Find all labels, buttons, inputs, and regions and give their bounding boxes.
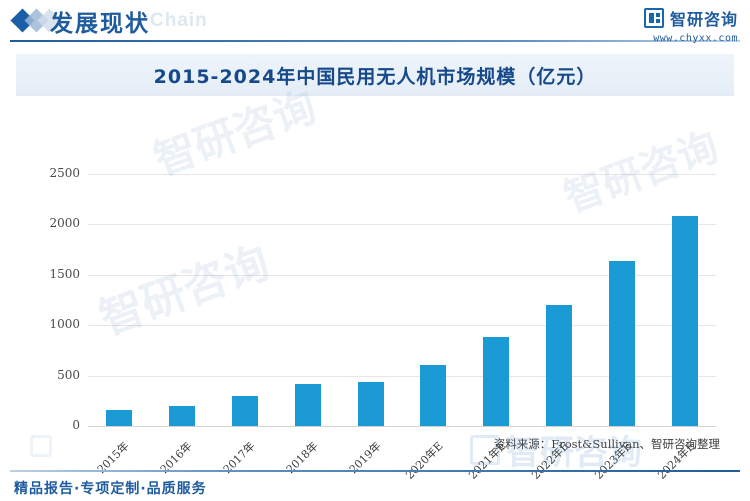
y-axis-tick-label: 0: [72, 418, 80, 432]
y-axis-tick-label: 500: [57, 367, 80, 382]
gridline: [88, 426, 716, 427]
brand-block: 智研咨询 www.chyxx.com: [643, 6, 738, 44]
gridline: [88, 174, 716, 175]
bar[interactable]: [608, 260, 635, 426]
chart-title: 2015-2024年中国民用无人机市场规模（亿元）: [153, 65, 597, 88]
gridline: [88, 274, 716, 276]
gridline: [88, 224, 716, 226]
chart-source-note: 资料来源：Frost&Sullivan、智研咨询整理: [493, 437, 720, 451]
brand-name: 智研咨询: [669, 10, 738, 29]
bar[interactable]: [546, 305, 572, 426]
x-axis-tick-label: 2020年E: [403, 439, 446, 482]
footer-divider: [10, 470, 740, 472]
bar[interactable]: [106, 409, 133, 426]
bar[interactable]: [232, 395, 258, 426]
gridline: [88, 325, 716, 327]
zhiyan-logo-icon: [643, 8, 664, 28]
footer-tagline: 精品报告·专项定制·品质服务: [14, 481, 207, 497]
bar[interactable]: [671, 216, 698, 426]
y-axis-tick-label: 1500: [49, 266, 80, 281]
gridline: [88, 375, 716, 377]
brand-url: www.chyxx.com: [653, 33, 738, 44]
y-axis-tick-label: 2000: [49, 216, 80, 231]
bar[interactable]: [357, 381, 384, 426]
chart-card: 2015-2024年中国民用无人机市场规模（亿元） 0 500 1000 1500 20…: [16, 54, 734, 482]
section-title: 发展现状: [50, 11, 150, 37]
bar[interactable]: [169, 405, 196, 426]
x-axis-tick-label: 2019年: [346, 439, 384, 477]
header-ghost-text: Chain: [150, 10, 208, 31]
page-header: 发展现状 Chain 智研咨询 www.chyxx.com: [0, 0, 750, 48]
bar[interactable]: [483, 337, 510, 426]
header-divider: [10, 40, 740, 42]
x-axis-tick-label: 2017年: [220, 439, 258, 477]
x-axis-tick-label: 2018年: [283, 439, 321, 477]
chart-title-bar: [16, 54, 734, 96]
y-axis-tick-label: 1000: [49, 317, 80, 332]
bar[interactable]: [294, 383, 321, 426]
bar[interactable]: [420, 364, 447, 426]
chart-plot-area: 0 500 1000 1500 2000 2500 2015年 2016年 2017年 2018年…: [16, 96, 734, 482]
y-axis-tick-label: 2500: [49, 166, 80, 180]
